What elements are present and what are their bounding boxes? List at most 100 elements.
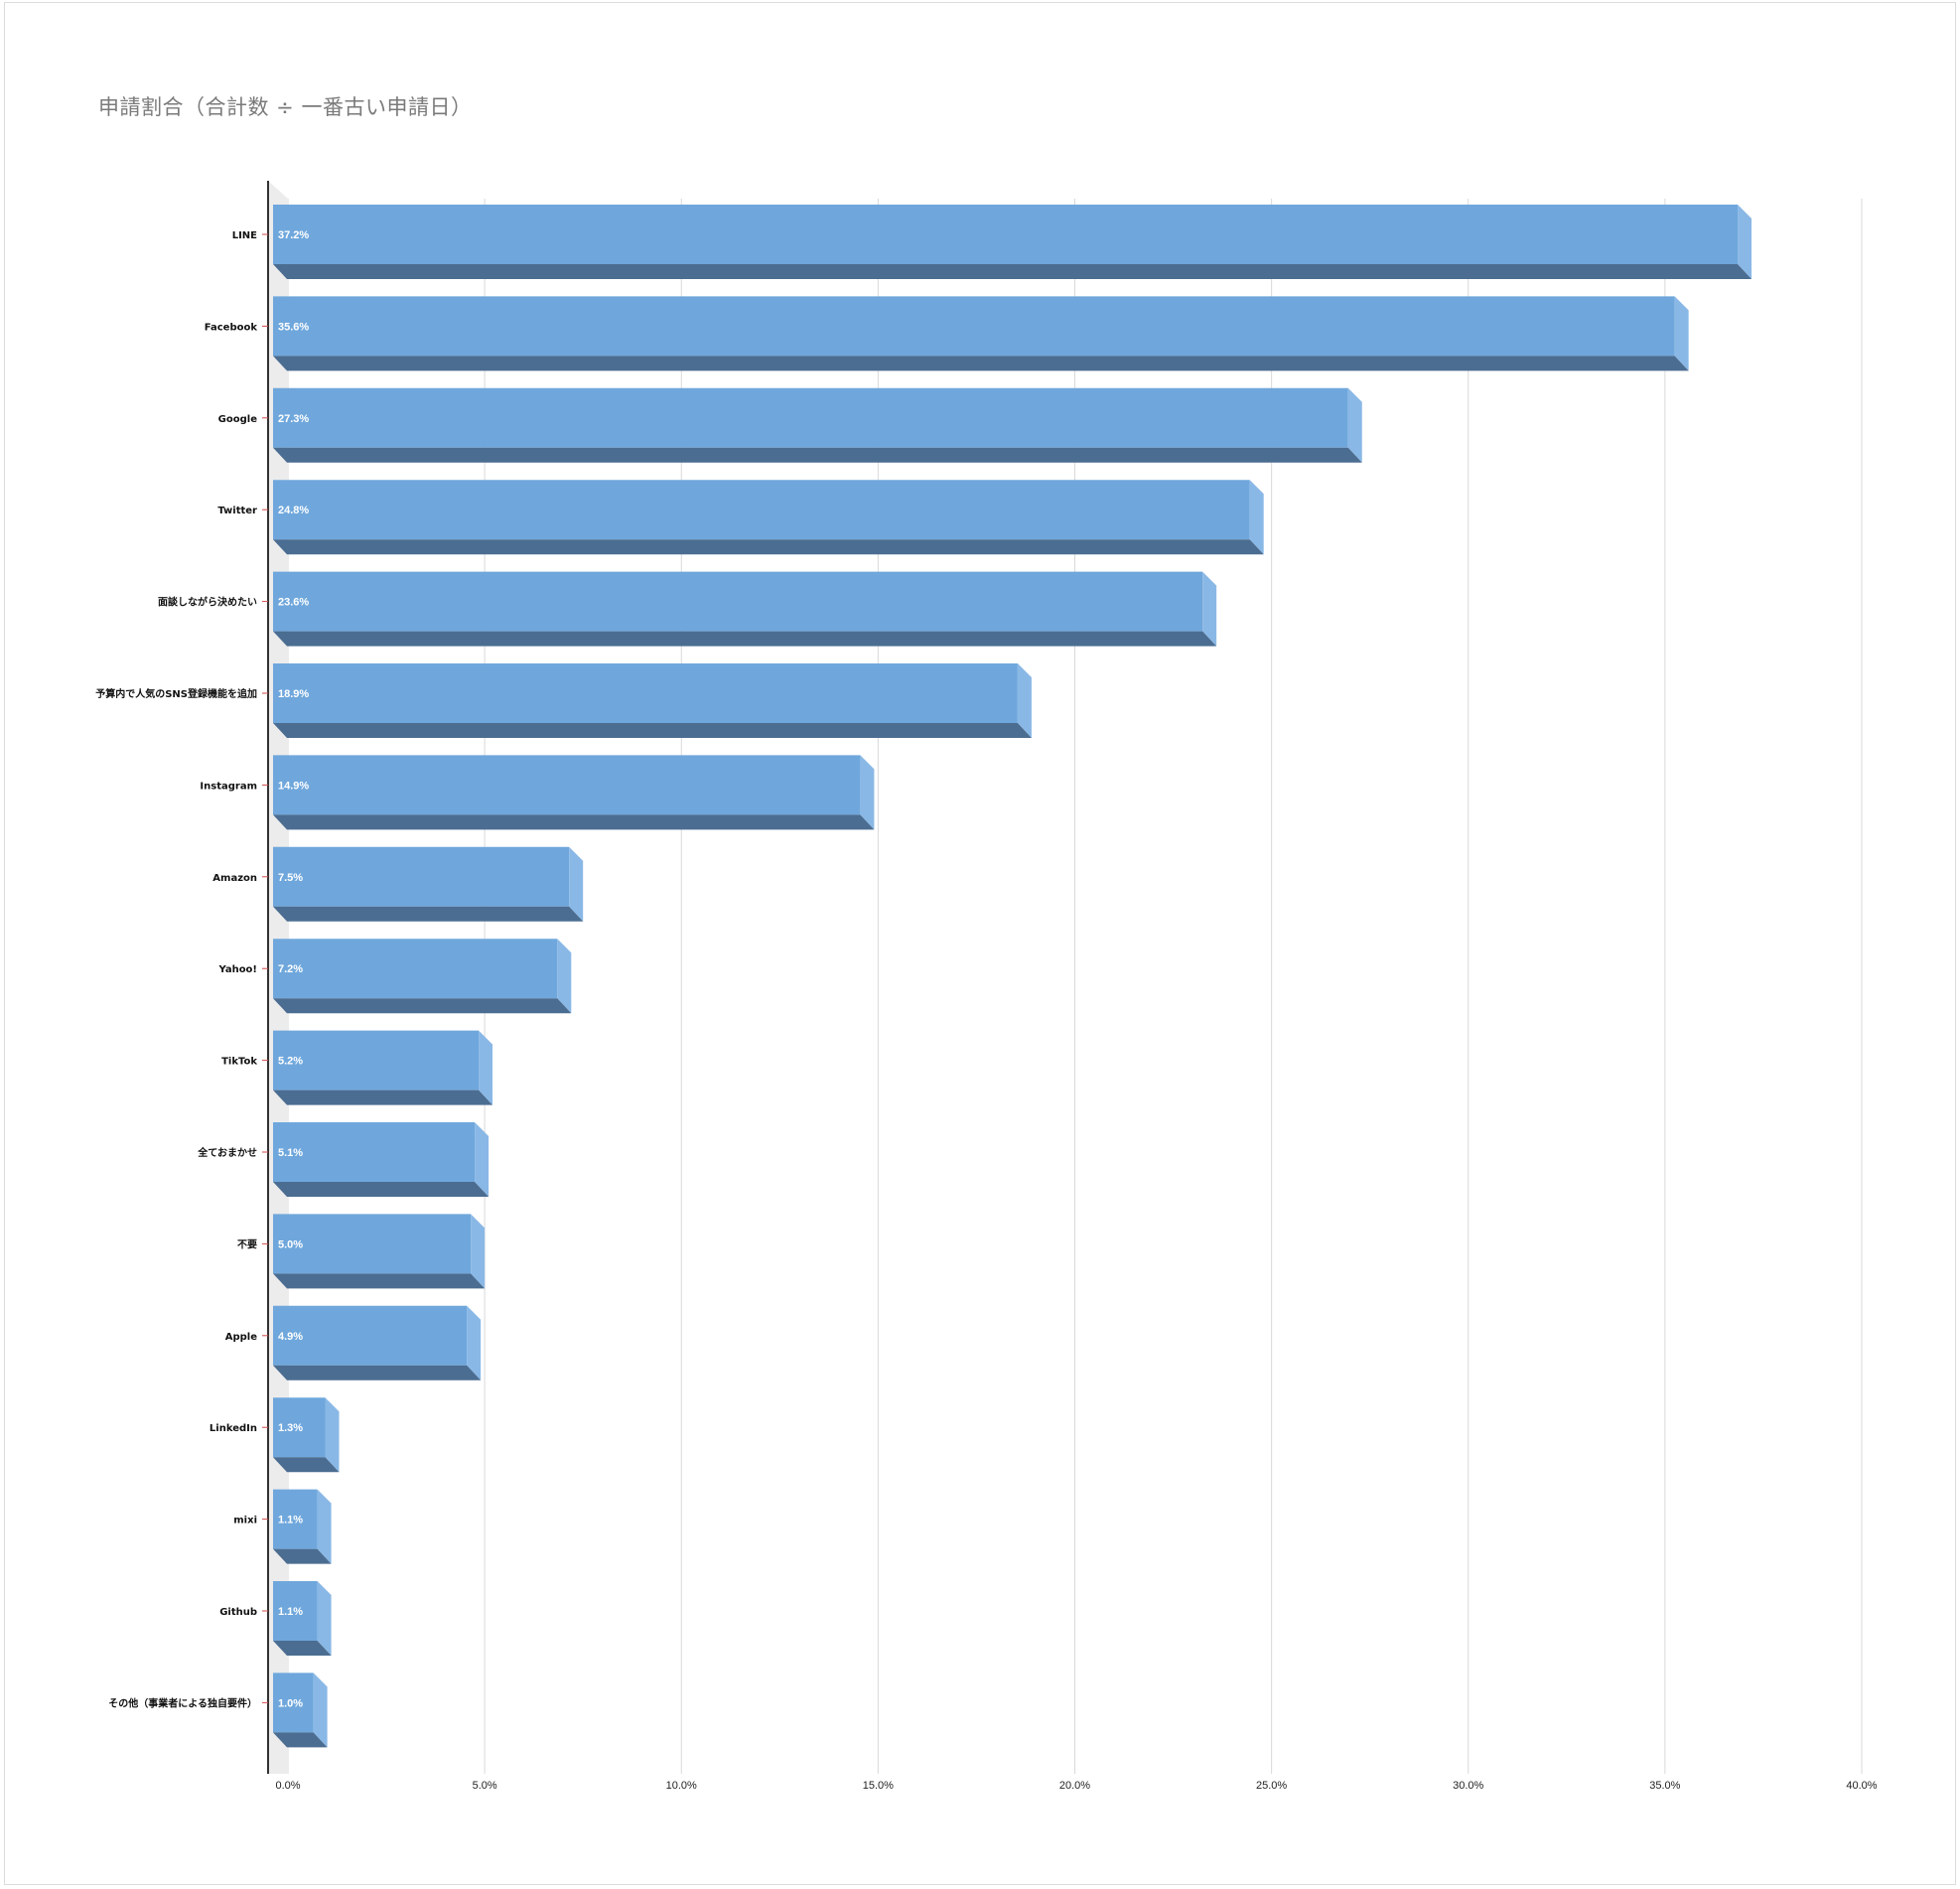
bar — [273, 387, 1348, 448]
category-label: Github — [219, 1607, 257, 1618]
bar-group: 5.0% 不要 — [237, 1214, 486, 1289]
bar-front-face — [273, 814, 875, 830]
bar-end-cap — [479, 1030, 493, 1105]
x-tick-label: 30.0% — [1453, 1780, 1483, 1792]
category-label: TikTok — [221, 1057, 257, 1068]
bar-front-face — [273, 539, 1264, 555]
x-tick-label: 10.0% — [666, 1780, 697, 1792]
bar-group: 27.3% Google — [218, 387, 1362, 463]
data-label: 35.6% — [278, 321, 309, 333]
data-label: 5.0% — [278, 1238, 303, 1250]
bar-group: 1.0% その他（事業者による独自要件） — [108, 1672, 328, 1748]
category-label: Instagram — [200, 781, 257, 792]
bar-front-face — [273, 356, 1689, 371]
category-label: Twitter — [217, 506, 257, 516]
data-label: 18.9% — [278, 688, 309, 700]
bar — [273, 1672, 314, 1733]
category-label: 全ておまかせ — [197, 1146, 257, 1159]
bar — [273, 480, 1250, 540]
bar-end-cap — [1017, 663, 1032, 738]
bar-end-cap — [325, 1397, 340, 1473]
category-label: Apple — [225, 1332, 257, 1343]
bar-group: 24.8% Twitter — [217, 480, 1264, 555]
bar — [273, 296, 1675, 357]
bar-group: 4.9% Apple — [225, 1305, 482, 1380]
bar — [273, 205, 1739, 264]
bar — [273, 1489, 318, 1549]
bar-end-cap — [569, 846, 584, 922]
data-label: 1.0% — [278, 1697, 303, 1709]
bar-group: 7.5% Amazon — [212, 846, 584, 922]
bar-end-cap — [467, 1305, 482, 1380]
data-label: 5.1% — [278, 1147, 303, 1159]
bar-end-cap — [317, 1489, 332, 1564]
bar-front-face — [273, 1090, 493, 1105]
bar-group: 14.9% Instagram — [200, 755, 875, 830]
bar-end-cap — [475, 1122, 490, 1197]
x-tick-label: 5.0% — [473, 1780, 497, 1792]
bar — [273, 939, 558, 999]
bar — [273, 1030, 480, 1090]
bar-end-cap — [471, 1214, 486, 1289]
bar-front-face — [273, 723, 1032, 738]
data-label: 37.2% — [278, 229, 309, 241]
bar-front-face — [273, 447, 1362, 463]
category-label: LinkedIn — [210, 1423, 257, 1434]
bar-end-cap — [1347, 387, 1362, 463]
bar — [273, 1397, 326, 1458]
category-label: Facebook — [205, 322, 258, 333]
category-label: 不要 — [237, 1238, 257, 1250]
data-label: 27.3% — [278, 413, 309, 425]
x-tick-label: 0.0% — [275, 1780, 300, 1792]
bar-end-cap — [557, 939, 572, 1014]
bar-group: 1.3% LinkedIn — [210, 1397, 340, 1473]
category-label: Yahoo! — [218, 964, 258, 975]
x-tick-label: 25.0% — [1256, 1780, 1287, 1792]
bar-end-cap — [1674, 296, 1689, 371]
data-label: 1.1% — [278, 1606, 303, 1618]
bar-end-cap — [1202, 571, 1217, 647]
bar-end-cap — [1738, 205, 1752, 279]
bar-front-face — [273, 906, 584, 922]
bar-front-face — [273, 1732, 328, 1748]
bar-group: 5.1% 全ておまかせ — [197, 1122, 490, 1197]
bar-group: 37.2% LINE — [232, 205, 1752, 279]
bar — [273, 571, 1203, 632]
data-label: 4.9% — [278, 1331, 303, 1343]
bar-front-face — [273, 631, 1217, 647]
bar-front-face — [273, 1182, 490, 1197]
bar-front-face — [273, 1641, 332, 1656]
bar — [273, 1581, 318, 1641]
bar-front-face — [273, 1273, 486, 1289]
bar-front-face — [273, 264, 1752, 279]
bar-group: 5.2% TikTok — [221, 1030, 493, 1105]
category-label: 面談しながら決めたい — [158, 596, 257, 609]
data-label: 23.6% — [278, 597, 309, 609]
data-label: 24.8% — [278, 505, 309, 516]
bar-group: 7.2% Yahoo! — [218, 939, 572, 1014]
bar-end-cap — [313, 1672, 328, 1748]
bar-group: 1.1% Github — [219, 1581, 332, 1656]
data-label: 1.3% — [278, 1422, 303, 1434]
data-label: 1.1% — [278, 1515, 303, 1526]
bar-group: 35.6% Facebook — [205, 296, 1689, 371]
data-label: 7.5% — [278, 872, 303, 884]
bar-end-cap — [317, 1581, 332, 1656]
category-label: その他（事業者による独自要件） — [108, 1696, 257, 1709]
bar — [273, 1214, 472, 1274]
bar-group: 18.9% 予算内で人気のSNS登録機能を追加 — [95, 663, 1032, 738]
x-tick-label: 35.0% — [1649, 1780, 1680, 1792]
category-label: Amazon — [212, 873, 257, 884]
category-label: LINE — [232, 230, 257, 241]
x-tick-label: 40.0% — [1846, 1780, 1877, 1792]
bar-group: 1.1% mixi — [233, 1489, 332, 1564]
data-label: 14.9% — [278, 780, 309, 792]
bar-end-cap — [1249, 480, 1264, 555]
chart-title: 申請割合（合計数 ÷ 一番古い申請日） — [98, 95, 473, 119]
x-tick-label: 15.0% — [863, 1780, 894, 1792]
bar-front-face — [273, 998, 572, 1014]
data-label: 7.2% — [278, 963, 303, 975]
category-label: mixi — [233, 1516, 257, 1526]
bar-front-face — [273, 1365, 482, 1380]
